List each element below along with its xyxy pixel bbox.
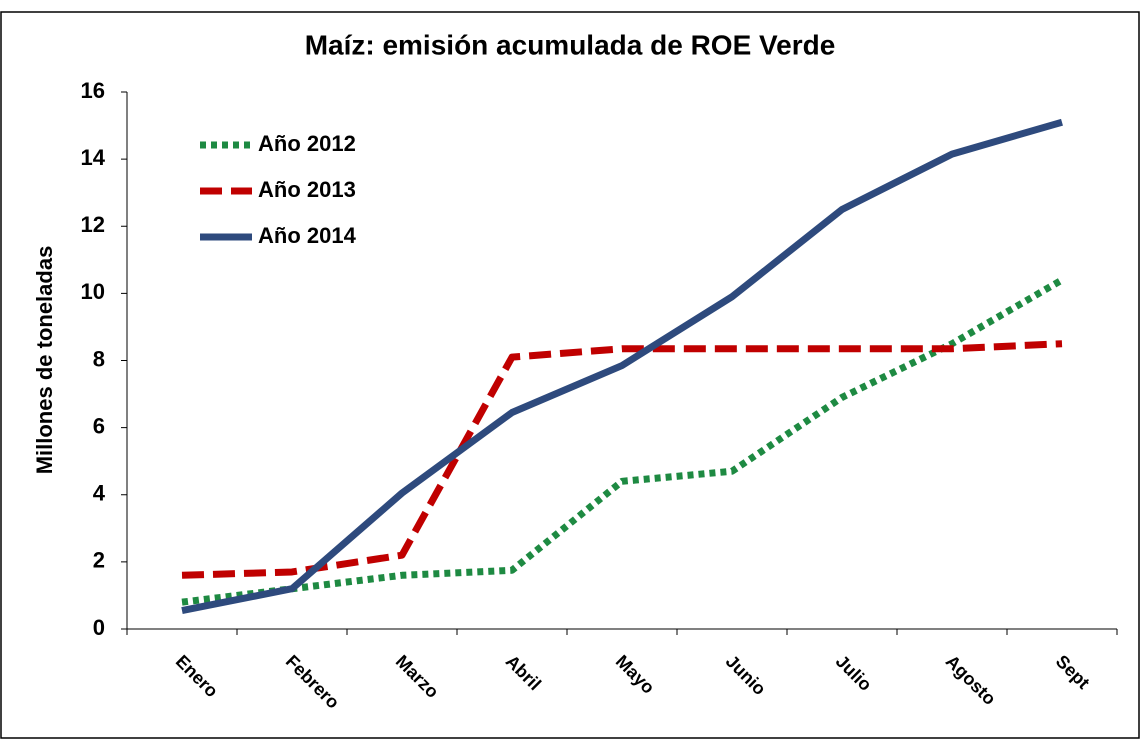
chart-title: Maíz: emisión acumulada de ROE Verde (305, 29, 836, 60)
y-tick-label: 4 (93, 481, 106, 506)
y-tick-label: 6 (93, 413, 105, 438)
y-tick-label: 2 (93, 548, 105, 573)
data-line (181, 340, 1063, 579)
data-line (181, 118, 1063, 614)
legend-label: Año 2012 (258, 131, 356, 156)
y-tick-label: 16 (81, 78, 105, 103)
chart-frame (0, 11, 1140, 739)
y-axis-label: Millones de toneladas (32, 246, 57, 475)
data-line (181, 276, 1064, 606)
y-tick-label: 0 (93, 615, 105, 640)
legend-label: Año 2013 (258, 177, 356, 202)
legend-label: Año 2014 (258, 223, 357, 248)
y-tick-label: 12 (81, 212, 105, 237)
y-tick-label: 10 (81, 279, 105, 304)
y-tick-label: 14 (81, 145, 106, 170)
y-tick-label: 8 (93, 346, 105, 371)
